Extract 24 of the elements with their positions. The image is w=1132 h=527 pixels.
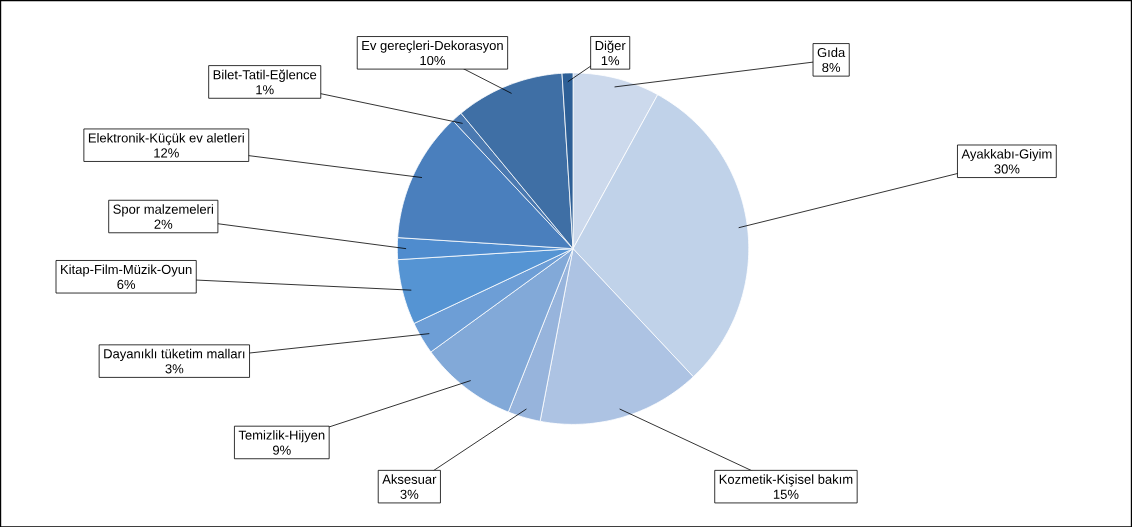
data-label: 2% xyxy=(154,219,173,229)
data-label: 12% xyxy=(154,148,179,158)
slice-label: Gıda xyxy=(817,47,846,57)
slice-label: Bilet-Tatil-Eğlence xyxy=(213,69,317,82)
data-label: 3% xyxy=(400,489,419,499)
data-label: 9% xyxy=(273,445,291,455)
slice-label: Elektronik-Küçük ev aletleri xyxy=(88,132,244,145)
slice-label: Aksesuar xyxy=(382,474,437,484)
data-label: 3% xyxy=(165,363,184,374)
slice-label: Kozmetik-Kişisel bakım xyxy=(719,474,853,487)
slice-label: Temizlik-Hijyen xyxy=(238,429,325,443)
data-label: 15% xyxy=(773,489,799,499)
slice-label: Ev gereçleri-Dekorasyon xyxy=(362,40,503,53)
slice-label: Kitap-Film-Müzik-Oyun xyxy=(61,264,192,277)
slice-label: Diğer xyxy=(595,40,626,53)
data-label: 8% xyxy=(822,62,841,72)
slice-label: Dayanıklı tüketim malları xyxy=(104,348,245,361)
data-label: 1% xyxy=(256,84,274,95)
slice-label: Ayakkabı-Giyim xyxy=(961,148,1052,161)
data-label: 10% xyxy=(420,55,445,65)
data-label: 30% xyxy=(994,164,1020,174)
data-label: 6% xyxy=(117,279,136,289)
data-label: 1% xyxy=(601,55,620,65)
slice-label: Spor malzemeleri xyxy=(113,204,213,217)
